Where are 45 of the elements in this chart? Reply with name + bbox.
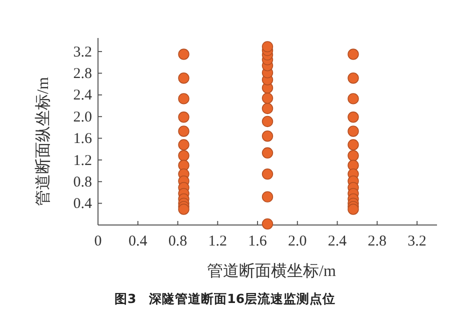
x-tick-label: 2.4 xyxy=(328,234,348,250)
x-axis-title: 管道断面横坐标/m xyxy=(207,262,336,280)
point xyxy=(262,41,274,52)
point xyxy=(262,191,274,202)
point xyxy=(178,139,190,150)
point xyxy=(262,218,274,230)
y-tick-label: 2.4 xyxy=(73,88,92,104)
x-tick-label: 2.0 xyxy=(288,234,307,250)
point xyxy=(178,72,190,84)
y-tick-label: 2.0 xyxy=(73,109,92,126)
y-tick-label: 3.2 xyxy=(73,44,92,60)
point xyxy=(262,116,274,128)
x-tick-label: 0 xyxy=(94,234,102,250)
x-tick-label: 2.8 xyxy=(368,234,387,250)
point xyxy=(348,126,359,137)
point xyxy=(262,168,274,180)
x-tick-label: 0.8 xyxy=(168,234,188,250)
y-tick-label: 0.8 xyxy=(73,174,92,190)
point xyxy=(348,72,359,84)
x-tick-label: 0.4 xyxy=(128,234,148,250)
point xyxy=(348,204,359,215)
y-tick-label: 0.4 xyxy=(73,196,92,212)
point xyxy=(178,150,190,162)
point xyxy=(262,130,274,142)
y-tick-label: 1.2 xyxy=(73,152,92,169)
point xyxy=(178,93,190,104)
x-tick-label: 1.2 xyxy=(208,234,228,250)
y-tick-label: 2.8 xyxy=(73,66,92,82)
point xyxy=(262,102,274,114)
point xyxy=(262,147,274,158)
x-tick-label: 3.2 xyxy=(408,234,426,250)
point xyxy=(178,48,190,60)
point xyxy=(348,139,359,150)
y-tick-label: 1.6 xyxy=(73,131,92,148)
point xyxy=(262,92,274,104)
point xyxy=(178,126,190,137)
point xyxy=(178,112,190,123)
text: 图3 深隧管道断面16层流速监测点位 xyxy=(114,291,336,306)
point xyxy=(348,112,359,123)
point xyxy=(348,48,359,60)
point xyxy=(178,204,190,215)
point xyxy=(348,150,359,162)
x-tick-label: 1.6 xyxy=(248,234,268,250)
y-axis-title: 管道断面纵坐标/m xyxy=(34,76,52,206)
point xyxy=(348,93,359,104)
